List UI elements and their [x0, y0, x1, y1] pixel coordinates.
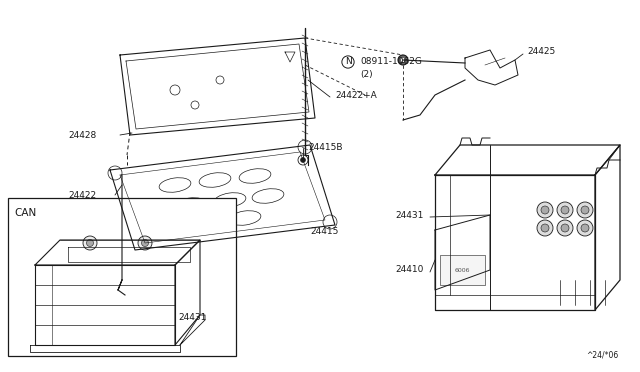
Circle shape	[577, 202, 593, 218]
Text: 24410: 24410	[395, 266, 424, 275]
Text: N: N	[344, 58, 351, 67]
Circle shape	[541, 206, 549, 214]
Circle shape	[561, 206, 569, 214]
Circle shape	[581, 224, 589, 232]
Circle shape	[557, 202, 573, 218]
Text: 08911-1062G: 08911-1062G	[360, 58, 422, 67]
Circle shape	[537, 202, 553, 218]
Circle shape	[398, 55, 408, 65]
Circle shape	[537, 220, 553, 236]
Text: 24428: 24428	[68, 131, 96, 140]
Circle shape	[86, 240, 93, 247]
Text: 24422: 24422	[68, 190, 96, 199]
Text: 24431: 24431	[178, 314, 206, 323]
Circle shape	[561, 224, 569, 232]
Text: (2): (2)	[360, 71, 372, 80]
Circle shape	[557, 220, 573, 236]
Text: 24415B: 24415B	[308, 144, 342, 153]
Text: ^24/*06: ^24/*06	[586, 351, 618, 360]
Circle shape	[581, 206, 589, 214]
Text: 6006: 6006	[454, 267, 470, 273]
Text: CAN: CAN	[14, 208, 36, 218]
Circle shape	[401, 58, 405, 62]
Text: 24422+A: 24422+A	[335, 90, 377, 99]
Circle shape	[301, 157, 305, 163]
Circle shape	[83, 236, 97, 250]
Circle shape	[141, 240, 148, 247]
FancyBboxPatch shape	[440, 255, 485, 285]
Circle shape	[541, 224, 549, 232]
Text: 24431: 24431	[395, 211, 424, 219]
FancyBboxPatch shape	[8, 198, 236, 356]
Circle shape	[577, 220, 593, 236]
Text: 24415: 24415	[310, 228, 339, 237]
Circle shape	[138, 236, 152, 250]
Text: 24425: 24425	[527, 48, 556, 57]
